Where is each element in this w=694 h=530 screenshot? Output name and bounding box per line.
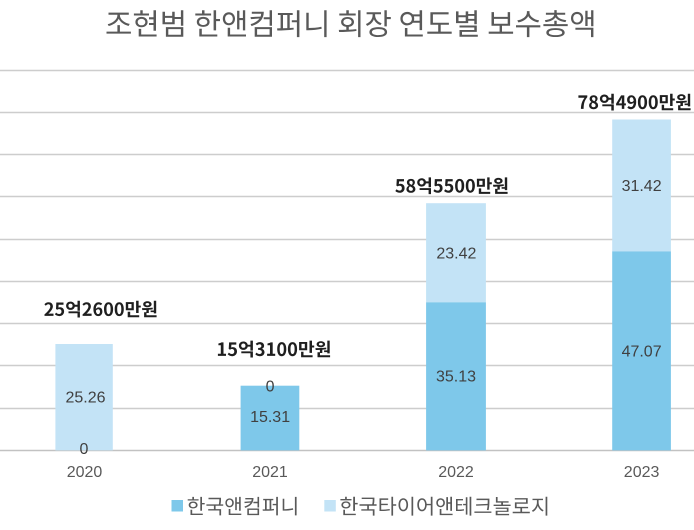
svg-text:31.42: 31.42 bbox=[622, 178, 662, 195]
svg-text:2023: 2023 bbox=[624, 464, 660, 481]
svg-text:2022: 2022 bbox=[438, 464, 474, 481]
svg-text:0: 0 bbox=[266, 379, 275, 396]
svg-text:0: 0 bbox=[79, 441, 88, 458]
svg-text:35.13: 35.13 bbox=[436, 369, 476, 386]
svg-text:2021: 2021 bbox=[252, 464, 288, 481]
svg-text:23.42: 23.42 bbox=[436, 245, 476, 262]
svg-text:25.26: 25.26 bbox=[65, 389, 105, 406]
svg-text:15.31: 15.31 bbox=[250, 409, 290, 426]
svg-text:2020: 2020 bbox=[67, 464, 103, 481]
svg-text:47.07: 47.07 bbox=[622, 343, 662, 360]
